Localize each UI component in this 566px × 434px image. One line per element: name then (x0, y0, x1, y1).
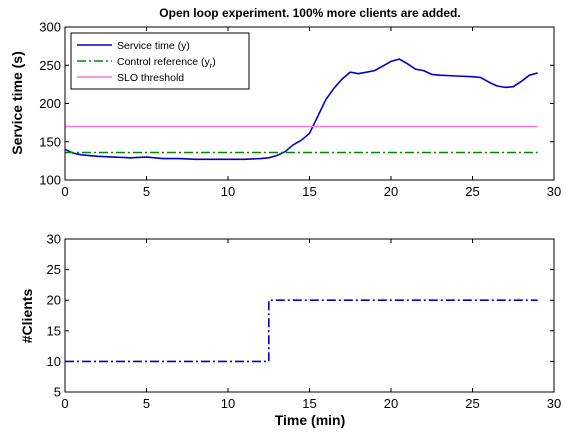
bottom-y-tick-label: 25 (47, 262, 61, 277)
bottom-chart-ylabel: #Clients (19, 289, 35, 344)
top-x-tick-label: 25 (465, 184, 479, 199)
top-y-tick-label: 200 (39, 96, 61, 111)
top-chart-frame (64, 26, 555, 181)
top-y-tick-label: 100 (39, 173, 61, 188)
bottom-series-line-0 (65, 299, 538, 363)
bottom-x-tick-label: 20 (384, 396, 398, 411)
bottom-x-tick-label: 25 (465, 396, 479, 411)
bottom-y-tick-label: 30 (47, 232, 61, 247)
top-chart-ticks: 0 5 10 15 20 25 30 100 150 200 250 300 (39, 20, 561, 200)
top-x-tick-label: 10 (221, 184, 235, 199)
bottom-x-tick-label: 10 (221, 396, 235, 411)
legend-label-control-reference: Control reference (yr) (117, 56, 216, 70)
bottom-x-tick-label: 15 (302, 396, 316, 411)
bottom-chart: #Clients Time (min) 0 5 10 15 20 25 3051015202… (19, 232, 561, 429)
bottom-y-tick-label: 20 (47, 293, 61, 308)
top-chart-title: Open loop experiment. 100% more clients … (159, 6, 460, 20)
bottom-x-tick-label: 30 (547, 396, 561, 411)
bottom-y-tick-label: 15 (47, 323, 61, 338)
top-x-tick-label: 15 (302, 184, 316, 199)
legend-label-slo-threshold: SLO threshold (117, 72, 184, 84)
top-y-tick-label: 250 (39, 58, 61, 73)
top-x-tick-label: 20 (384, 184, 398, 199)
legend-label-service-time: Service time (y) (117, 40, 190, 52)
top-y-tick-label: 300 (39, 20, 61, 35)
bottom-chart-frame (64, 238, 555, 393)
bottom-x-tick-label: 5 (143, 396, 150, 411)
bottom-chart-xlabel: Time (min) (275, 412, 346, 428)
top-x-tick-label: 30 (547, 184, 561, 199)
top-chart: Open loop experiment. 100% more clients … (9, 6, 561, 199)
top-series-line-0 (64, 58, 538, 161)
top-x-tick-label: 0 (61, 184, 68, 199)
top-chart-ylabel: Service time (s) (9, 51, 25, 155)
top-y-tick-label: 150 (39, 134, 61, 149)
bottom-x-tick-label: 0 (61, 396, 68, 411)
bottom-y-tick-label: 10 (47, 354, 61, 369)
top-chart-legend: Service time (y) Control reference (yr) … (70, 32, 250, 90)
top-chart-series (64, 58, 538, 161)
top-x-tick-label: 5 (143, 184, 150, 199)
bottom-chart-series (65, 299, 538, 363)
bottom-y-tick-label: 5 (54, 385, 61, 400)
